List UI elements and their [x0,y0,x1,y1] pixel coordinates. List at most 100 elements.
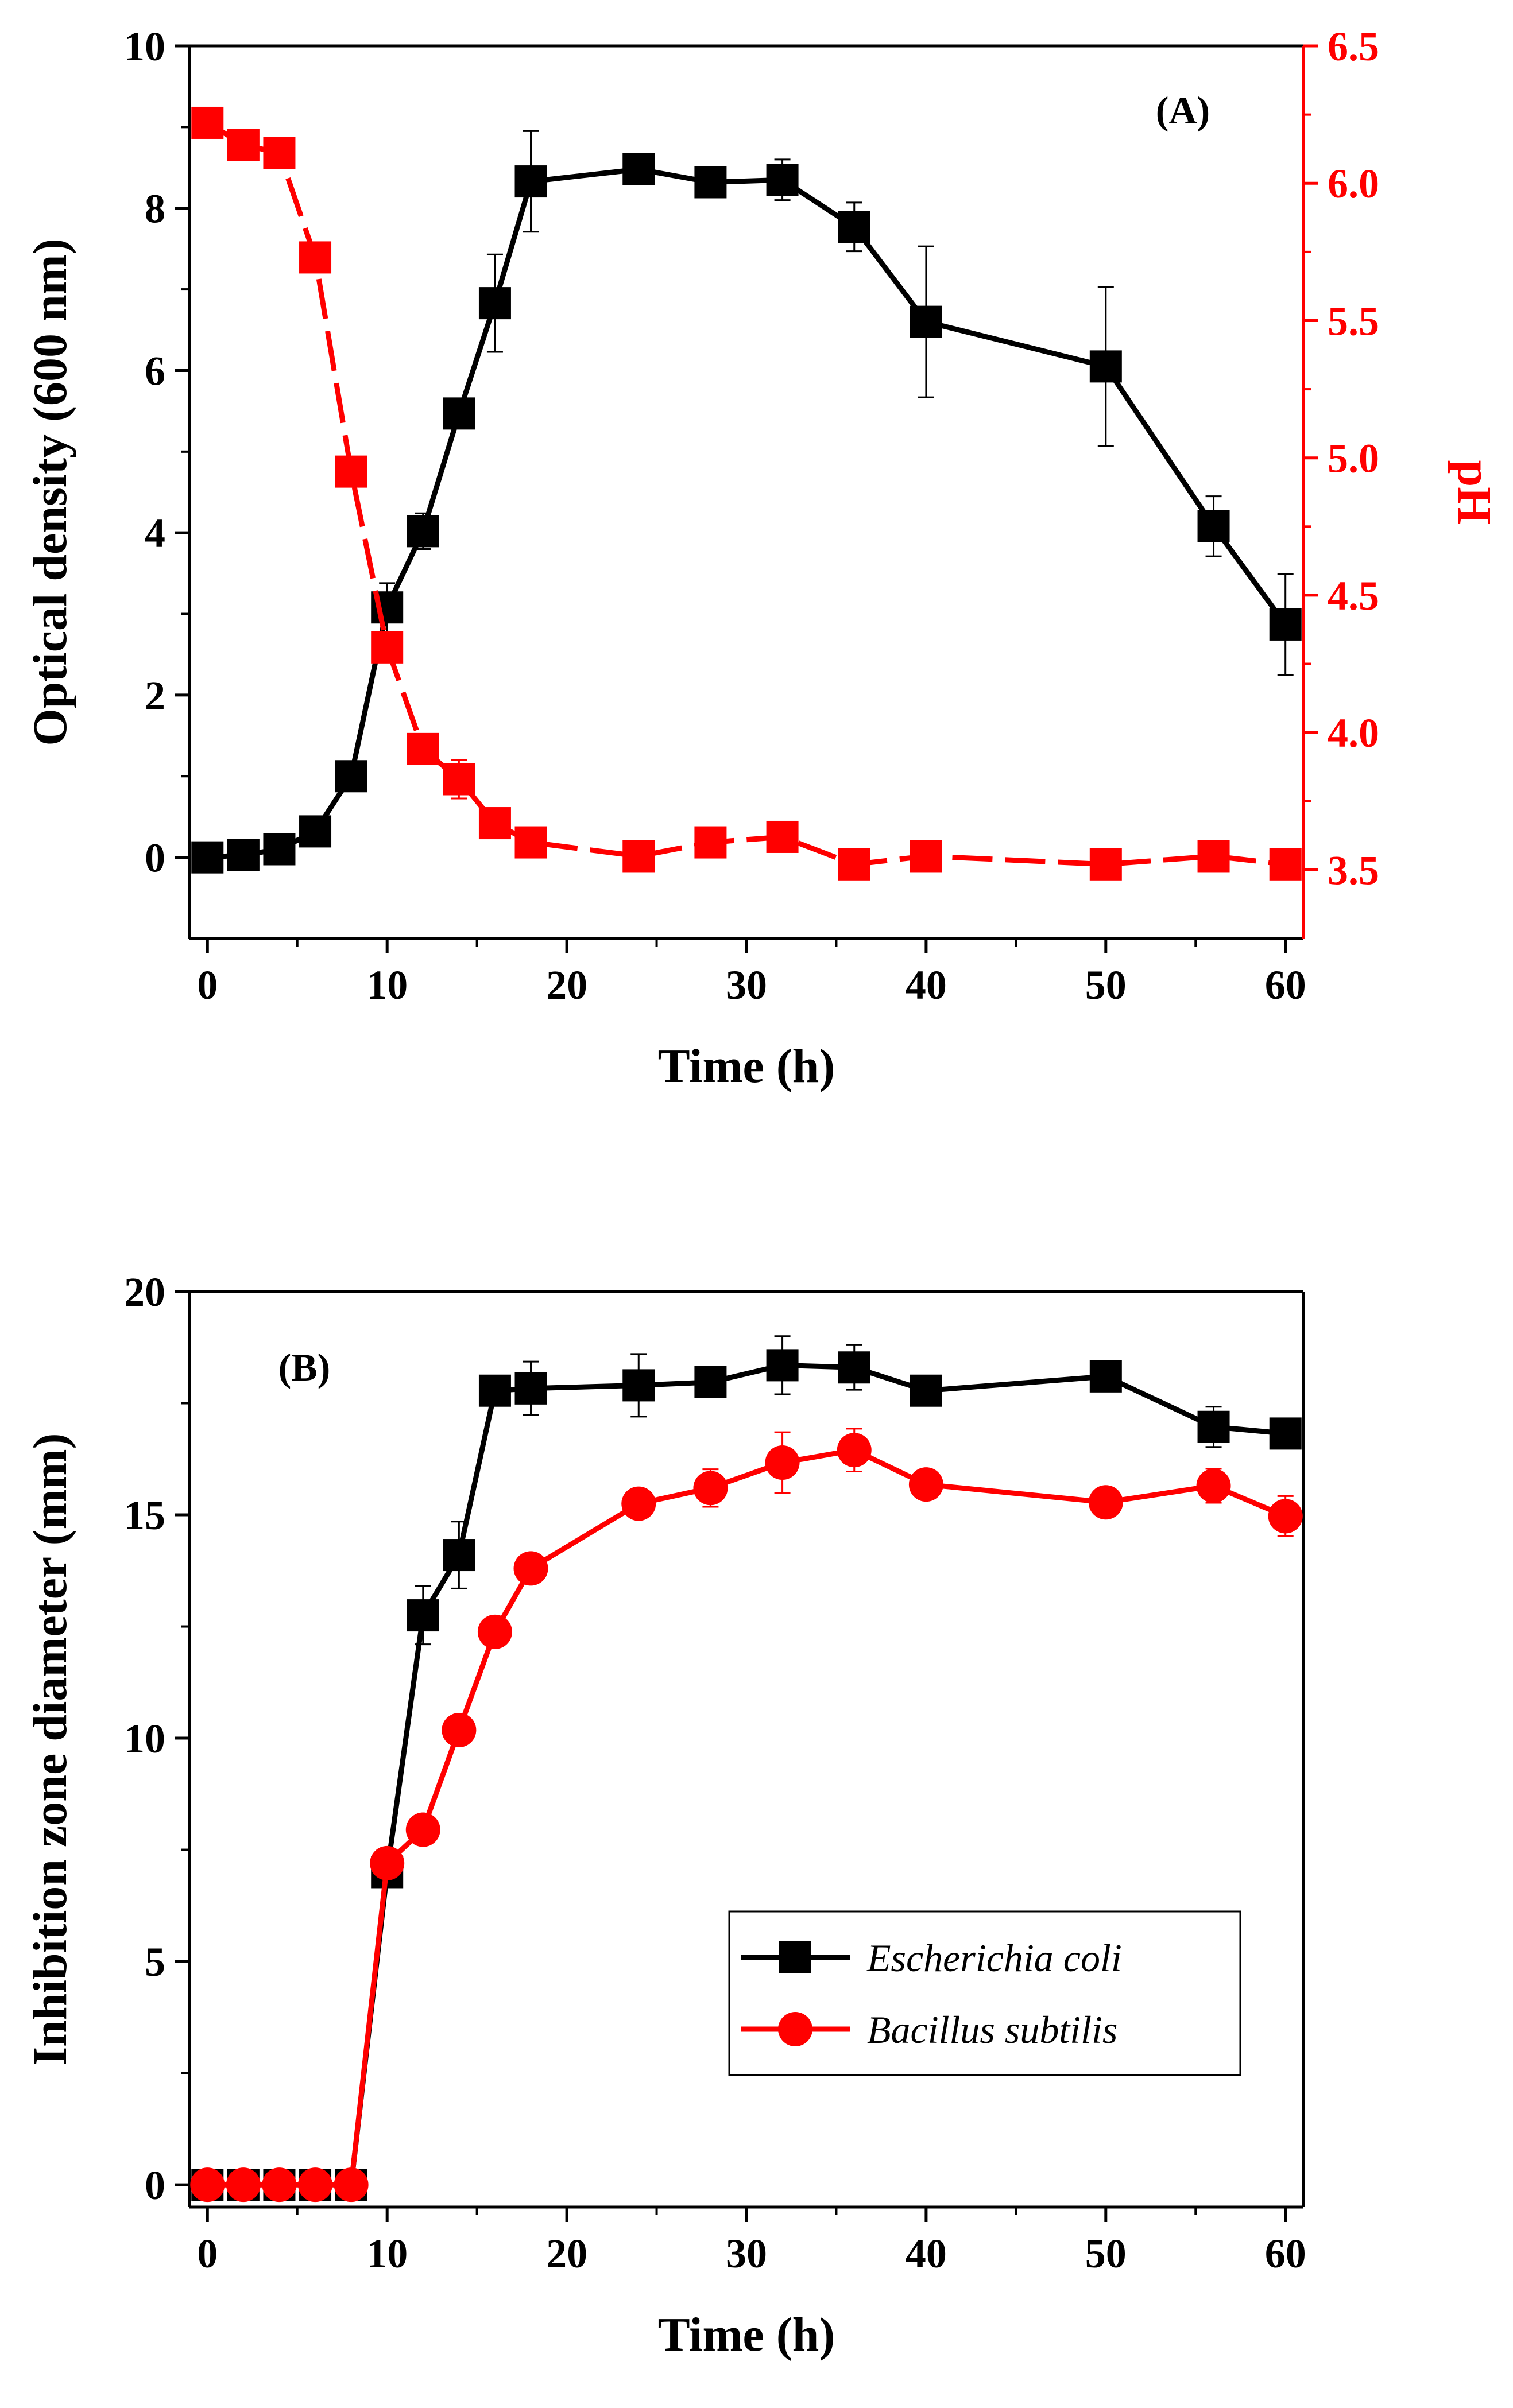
data-point [1196,1468,1231,1503]
data-point [910,305,942,338]
x-tick-label: 10 [366,962,408,1008]
x-tick-label: 10 [366,2231,408,2277]
data-point [693,1471,728,1506]
data-point [694,826,727,859]
x-axis-title: Time (h) [658,2308,835,2362]
panel-label: (A) [1156,88,1210,132]
y2-tick-label: 5.0 [1328,436,1379,482]
data-point [334,2167,369,2203]
x-tick-label: 40 [906,2231,947,2277]
data-point [513,1551,548,1586]
y2-axis-title: pH [1448,460,1501,524]
data-point [407,1599,439,1632]
data-point [908,1467,943,1502]
y2-tick-label: 5.5 [1328,298,1379,344]
y-tick-label: 0 [145,835,165,881]
data-point [694,166,727,199]
x-tick-label: 0 [197,962,218,1008]
data-point [1089,1360,1122,1393]
legend-box [728,1910,1241,2076]
chart-panel-a: 0 10 20 30 40 50 60 0 2 4 6 8 10 3.5 4.0 4.5 5.0 5.5 6.0 6.… [24,24,1501,1093]
data-point [1197,510,1230,542]
data-point [371,631,404,664]
data-point [190,2167,225,2203]
data-point [191,841,224,874]
data-point [443,1539,475,1572]
data-point [514,1372,547,1405]
data-point [263,833,296,866]
chart-panel-b: 0 10 20 30 40 50 60 0 5 10 15 20 Time (h) Inhibition … [24,1269,1306,2362]
data-point [838,848,870,881]
data-point [442,1713,477,1748]
data-point [910,1374,942,1407]
y-tick-label: 20 [124,1269,165,1315]
data-point [298,2167,333,2203]
legend-marker-0 [779,1941,811,1973]
data-point [405,1812,440,1847]
data-point [407,515,439,548]
legend-marker-1 [778,2012,812,2046]
data-point [1268,1499,1303,1534]
data-point [765,1445,800,1480]
legend-label: Bacillus subtilis [867,2008,1117,2052]
legend-label: Escherichia coli [866,1936,1122,1980]
data-point [621,1486,656,1521]
x-tick-label: 20 [546,962,587,1008]
data-point [226,2167,261,2203]
x-tick-label: 50 [1085,962,1127,1008]
legend: Escherichia coli Bacillus subtilis [728,1910,1241,2076]
x-tick-label: 20 [546,2231,587,2277]
x-tick-label: 0 [197,2231,218,2277]
panel-label: (B) [278,1345,331,1389]
data-point [514,826,547,859]
y-axis-title: Inhibition zone diameter (mm) [24,1433,77,2065]
data-point [622,153,655,185]
y2-tick-label: 4.0 [1328,710,1379,756]
y-tick-label: 2 [145,673,165,719]
data-point [910,840,942,873]
data-point [766,1349,799,1382]
x-tick-label: 30 [726,962,767,1008]
data-point [1088,1485,1123,1520]
data-point [335,455,367,488]
data-point [262,2167,297,2203]
x-tick-label: 60 [1265,962,1306,1008]
data-point [191,106,224,139]
data-point [1197,840,1230,873]
y-tick-label: 6 [145,348,165,394]
data-point [1089,350,1122,383]
data-point [299,815,332,848]
y-tick-label: 4 [145,510,165,556]
data-point [622,1369,655,1402]
x-tick-label: 60 [1265,2231,1306,2277]
data-point [227,129,260,161]
data-point [766,164,799,196]
y2-tick-label: 4.5 [1328,573,1379,619]
x-tick-label: 30 [726,2231,767,2277]
data-point [478,287,511,320]
data-point [263,137,296,169]
y-tick-label: 5 [145,1939,165,1985]
y-tick-label: 10 [124,24,165,69]
x-tick-label: 40 [906,962,947,1008]
data-point [477,1614,512,1649]
y-tick-label: 0 [145,2162,165,2208]
y-tick-label: 8 [145,186,165,232]
data-point [694,1366,727,1398]
data-point [766,820,799,853]
data-point [443,397,475,430]
series-line-1 [206,121,1286,867]
data-point [478,807,511,840]
y-tick-label: 15 [124,1492,165,1538]
x-axis-title: Time (h) [658,1040,835,1093]
y-axis-title: Optical density (600 nm) [24,238,77,746]
y2-tick-label: 3.5 [1328,847,1379,893]
data-point [514,165,547,198]
data-point [1089,848,1122,881]
data-point [443,763,475,796]
data-point [1269,848,1302,881]
data-point [370,1845,405,1880]
data-point [335,760,367,793]
x-tick-label: 50 [1085,2231,1127,2277]
